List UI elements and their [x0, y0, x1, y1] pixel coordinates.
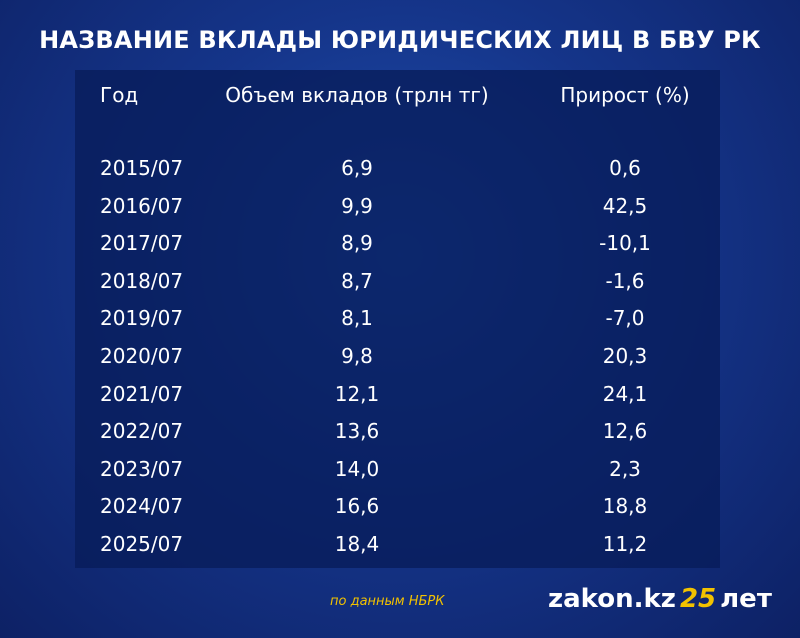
table-cell: 9,8 [341, 344, 373, 368]
table-cell: 2022/07 [100, 419, 184, 444]
column-header: Объем вкладов (трлн тг) [225, 83, 489, 107]
table-cell: -10,1 [599, 231, 651, 256]
table-cell: 8,1 [341, 306, 373, 331]
logo: zakon.kz 25 лет [548, 584, 772, 614]
table-cell: 2024/07 [100, 494, 184, 519]
table-cell: 6,9 [341, 156, 373, 180]
table-cell: 42,5 [602, 193, 648, 218]
table-cell: 9,9 [341, 193, 373, 218]
table-cell: 0,6 [609, 156, 641, 180]
table-cell: 2,3 [609, 456, 641, 481]
logo-suffix: лет [720, 584, 772, 614]
table-cell: -7,0 [605, 306, 645, 331]
table-cell: 18,8 [602, 494, 648, 519]
table-cell: 2023/07 [100, 456, 184, 481]
table-cell: 12,1 [334, 381, 380, 406]
table-cell: 2018/07 [100, 268, 184, 293]
table-cell: 2015/07 [100, 156, 184, 180]
table-cell: 11,2 [602, 532, 648, 556]
table-cell: 8,9 [341, 231, 373, 256]
table-cell: 13,6 [334, 419, 380, 444]
table-cell: 24,1 [602, 381, 648, 406]
table-cell: 2017/07 [100, 231, 184, 256]
table-cell: 2025/07 [100, 532, 184, 556]
table-cell: 2021/07 [100, 381, 184, 406]
table-cell: 14,0 [334, 456, 380, 481]
table-cell: -1,6 [605, 268, 645, 293]
title: НАЗВАНИЕ ВКЛАДЫ ЮРИДИЧЕСКИХ ЛИЦ В БВУ РК [39, 26, 761, 54]
table-cell: 2019/07 [100, 306, 184, 331]
column-header: Прирост (%) [560, 83, 690, 107]
logo-site: zakon.kz [548, 584, 676, 614]
table-cell: 18,4 [334, 532, 380, 556]
table-cell: 8,7 [341, 268, 373, 293]
table-cell: 20,3 [602, 344, 648, 368]
source-note: по данным НБРК [330, 594, 445, 609]
logo-number: 25 [679, 584, 717, 614]
table-cell: 12,6 [602, 419, 648, 444]
table-cell: 2020/07 [100, 344, 184, 368]
table-cell: 16,6 [334, 494, 380, 519]
column-header: Год [100, 83, 139, 107]
table-cell: 2016/07 [100, 193, 184, 218]
table-panel [75, 70, 720, 568]
